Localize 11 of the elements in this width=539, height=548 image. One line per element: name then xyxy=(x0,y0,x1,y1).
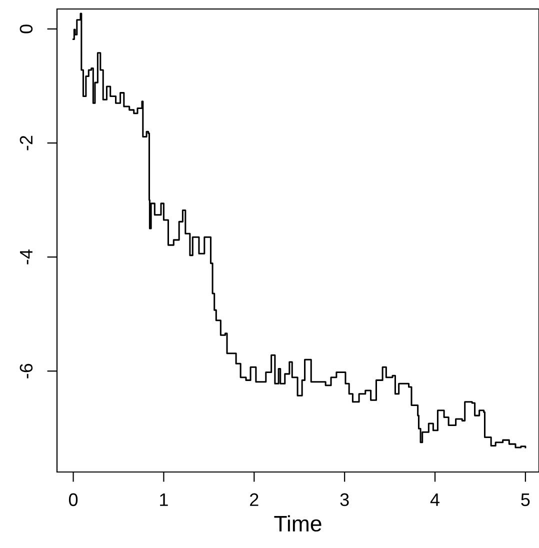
y-tick-label: -6 xyxy=(20,364,33,378)
x-axis-title: Time xyxy=(274,515,322,532)
x-tick-label: 4 xyxy=(430,493,440,506)
x-tick-label: 2 xyxy=(250,493,258,506)
x-tick-label: 0 xyxy=(68,493,78,506)
y-tick-label: -2 xyxy=(20,136,32,150)
x-tick-label: 5 xyxy=(521,493,530,506)
y-tick-label: -4 xyxy=(20,250,32,264)
x-tick-label: 3 xyxy=(340,493,349,506)
x-tick-label: 1 xyxy=(160,493,168,506)
y-tick-label: 0 xyxy=(20,24,33,34)
